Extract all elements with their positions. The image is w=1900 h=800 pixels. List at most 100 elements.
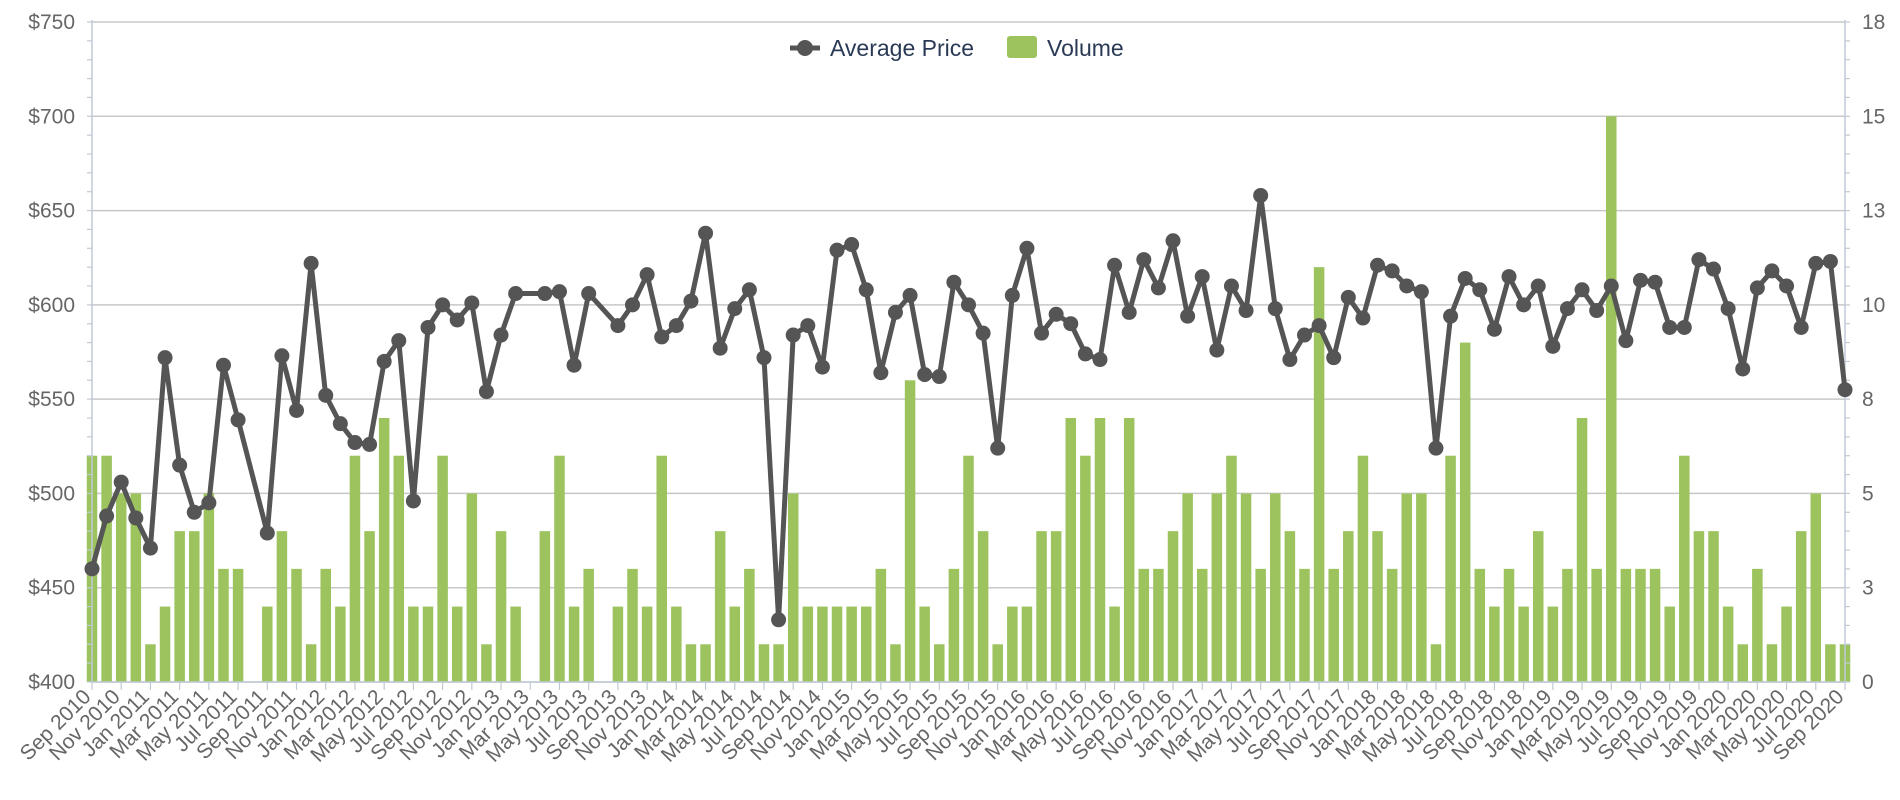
- price-point[interactable]: [493, 327, 509, 343]
- price-point[interactable]: [1063, 316, 1079, 332]
- price-point[interactable]: [1253, 187, 1269, 203]
- volume-bar[interactable]: [992, 644, 1003, 682]
- price-point[interactable]: [303, 255, 319, 271]
- price-point[interactable]: [332, 416, 348, 432]
- price-point[interactable]: [829, 242, 845, 258]
- price-point[interactable]: [1267, 301, 1283, 317]
- volume-bar[interactable]: [1532, 531, 1544, 682]
- volume-bar[interactable]: [904, 380, 916, 682]
- price-point[interactable]: [1822, 253, 1838, 269]
- price-point[interactable]: [785, 327, 801, 343]
- price-point[interactable]: [1004, 287, 1020, 303]
- price-point[interactable]: [1092, 352, 1108, 368]
- volume-bar[interactable]: [1576, 418, 1588, 682]
- price-point[interactable]: [1545, 338, 1561, 354]
- price-point[interactable]: [1793, 319, 1809, 335]
- price-point[interactable]: [990, 440, 1006, 456]
- price-point[interactable]: [814, 359, 830, 375]
- volume-bar[interactable]: [1386, 568, 1398, 682]
- price-point[interactable]: [99, 508, 115, 524]
- volume-bar[interactable]: [1021, 606, 1033, 682]
- volume-bar[interactable]: [1211, 493, 1223, 682]
- volume-bar[interactable]: [583, 568, 594, 682]
- price-point[interactable]: [84, 561, 100, 577]
- volume-bar[interactable]: [510, 606, 521, 682]
- price-point[interactable]: [581, 286, 597, 302]
- price-point[interactable]: [1238, 303, 1254, 319]
- price-point[interactable]: [566, 357, 582, 373]
- volume-bar[interactable]: [831, 606, 843, 682]
- price-point[interactable]: [1691, 252, 1707, 268]
- price-point[interactable]: [1443, 308, 1459, 324]
- price-point[interactable]: [1428, 440, 1444, 456]
- price-point[interactable]: [975, 325, 991, 341]
- volume-bar[interactable]: [1752, 568, 1763, 682]
- price-point[interactable]: [1340, 289, 1356, 305]
- volume-bar[interactable]: [1372, 531, 1383, 682]
- volume-bar[interactable]: [1503, 568, 1515, 682]
- price-point[interactable]: [362, 436, 378, 452]
- price-point[interactable]: [887, 304, 903, 320]
- volume-bar[interactable]: [393, 455, 405, 682]
- price-point[interactable]: [1662, 319, 1678, 335]
- price-point[interactable]: [698, 225, 714, 241]
- volume-bar[interactable]: [656, 455, 667, 682]
- price-point[interactable]: [902, 287, 918, 303]
- volume-bar[interactable]: [1050, 531, 1062, 682]
- price-point[interactable]: [1706, 261, 1722, 277]
- price-point[interactable]: [1589, 303, 1605, 319]
- volume-bar[interactable]: [291, 568, 302, 682]
- volume-bar[interactable]: [539, 531, 551, 682]
- volume-bar[interactable]: [495, 531, 507, 682]
- price-point[interactable]: [1632, 272, 1648, 288]
- volume-bar[interactable]: [1094, 418, 1106, 682]
- volume-bar[interactable]: [159, 606, 171, 682]
- volume-bar[interactable]: [948, 568, 960, 682]
- volume-bar[interactable]: [305, 644, 317, 682]
- price-point[interactable]: [347, 435, 363, 451]
- volume-bar[interactable]: [1518, 606, 1529, 682]
- price-point[interactable]: [1048, 306, 1064, 322]
- price-point[interactable]: [1676, 319, 1692, 335]
- volume-bar[interactable]: [262, 606, 273, 682]
- price-point[interactable]: [771, 612, 787, 628]
- volume-bar[interactable]: [934, 644, 945, 682]
- price-point[interactable]: [917, 367, 933, 383]
- volume-bar[interactable]: [1825, 644, 1836, 682]
- price-point[interactable]: [449, 312, 465, 328]
- price-point[interactable]: [683, 293, 699, 309]
- price-point[interactable]: [1486, 321, 1502, 337]
- volume-bar[interactable]: [714, 531, 726, 682]
- price-point[interactable]: [1150, 280, 1166, 296]
- volume-bar[interactable]: [671, 606, 682, 682]
- volume-bar[interactable]: [1781, 606, 1792, 682]
- volume-bar[interactable]: [335, 606, 346, 682]
- volume-bar[interactable]: [963, 455, 974, 682]
- price-point[interactable]: [1370, 257, 1386, 273]
- price-point[interactable]: [625, 297, 641, 313]
- volume-bar[interactable]: [1649, 568, 1661, 682]
- volume-bar[interactable]: [612, 606, 624, 682]
- volume-bar[interactable]: [1635, 568, 1646, 682]
- volume-bar[interactable]: [1007, 606, 1018, 682]
- price-point[interactable]: [157, 350, 173, 366]
- price-point[interactable]: [172, 457, 188, 473]
- volume-bar[interactable]: [977, 531, 989, 682]
- price-point[interactable]: [405, 493, 421, 509]
- price-point[interactable]: [1647, 274, 1663, 290]
- price-point[interactable]: [1399, 278, 1415, 294]
- price-point[interactable]: [128, 510, 144, 526]
- price-point[interactable]: [654, 329, 670, 345]
- volume-bar[interactable]: [378, 418, 390, 682]
- price-point[interactable]: [844, 237, 860, 253]
- volume-bar[interactable]: [1270, 493, 1281, 682]
- price-point[interactable]: [1530, 278, 1546, 294]
- legend-item-volume[interactable]: Volume: [1007, 35, 1124, 61]
- volume-bar[interactable]: [817, 606, 828, 682]
- volume-bar[interactable]: [437, 455, 448, 682]
- volume-bar[interactable]: [846, 606, 857, 682]
- volume-bar[interactable]: [1620, 568, 1632, 682]
- price-point[interactable]: [1296, 327, 1312, 343]
- volume-bar[interactable]: [1284, 531, 1296, 682]
- price-point[interactable]: [1735, 361, 1751, 377]
